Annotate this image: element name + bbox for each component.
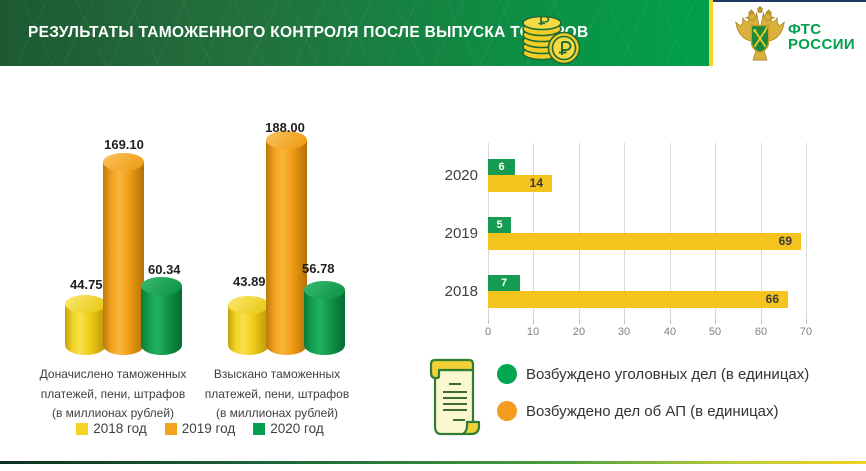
bar-side bbox=[304, 290, 345, 355]
ruble-coins-icon bbox=[522, 15, 581, 64]
fts-logo: ФТС РОССИИ bbox=[734, 6, 864, 64]
bar-side bbox=[141, 286, 182, 355]
legend-item-2018: 2018 год bbox=[76, 421, 147, 436]
category-line: (в миллионах рублей) bbox=[215, 406, 339, 420]
y-category-2018: 2018 bbox=[444, 283, 478, 300]
value-label: 56.78 bbox=[302, 261, 335, 276]
fts-logo-text: ФТС РОССИИ bbox=[788, 22, 855, 52]
category-label-accrued: Доначислено таможенных платежей, пени, ш… bbox=[33, 365, 193, 424]
y-category-2019: 2019 bbox=[444, 225, 478, 242]
value-label: 169.10 bbox=[104, 137, 144, 152]
hbar-criminal-2018: 7 bbox=[488, 275, 520, 291]
bar-2019-collected bbox=[266, 131, 307, 355]
hbar-criminal-2020: 6 bbox=[488, 159, 515, 175]
legend-circle-green bbox=[497, 364, 517, 384]
fts-logo-line1: ФТС bbox=[788, 21, 822, 38]
left-chart-legend: 2018 год 2019 год 2020 год bbox=[20, 421, 380, 436]
fts-logo-line2: РОССИИ bbox=[788, 36, 856, 53]
legend-swatch-2019 bbox=[164, 422, 177, 435]
bar-cap bbox=[141, 277, 182, 295]
bar-2020-collected bbox=[304, 281, 345, 355]
legend-item-2019: 2019 год bbox=[164, 421, 236, 436]
x-tick-label: 60 bbox=[754, 326, 768, 338]
category-line: Взыскано таможенных bbox=[213, 367, 341, 381]
x-tick-label: 10 bbox=[526, 326, 540, 338]
legend-admin-cases: Возбуждено дел об АП (в единицах) bbox=[497, 401, 779, 421]
gridline bbox=[579, 143, 580, 319]
x-tick-label: 0 bbox=[484, 326, 492, 338]
fts-eagle-icon bbox=[735, 6, 785, 61]
bar-value: 5 bbox=[496, 219, 503, 231]
category-line: платежей, пени, штрафов bbox=[204, 386, 350, 401]
gridline bbox=[533, 143, 534, 319]
tick bbox=[806, 319, 807, 324]
legend-item-2020: 2020 год bbox=[253, 421, 324, 436]
category-label-collected: Взыскано таможенных платежей, пени, штра… bbox=[193, 365, 361, 424]
bar-side bbox=[266, 140, 307, 355]
category-line: (в миллионах рублей) bbox=[51, 406, 175, 420]
tick bbox=[579, 319, 580, 324]
legend-label: Возбуждено уголовных дел (в единицах) bbox=[526, 365, 810, 383]
legend-criminal-cases: Возбуждено уголовных дел (в единицах) bbox=[497, 364, 809, 384]
bar-value: 7 bbox=[500, 277, 508, 289]
tick bbox=[761, 319, 762, 324]
hbar-criminal-2019: 5 bbox=[488, 217, 511, 233]
legend-label: 2020 год bbox=[270, 421, 324, 436]
x-tick-label: 20 bbox=[572, 326, 586, 338]
gridline bbox=[806, 143, 807, 319]
footer-gradient-line bbox=[0, 461, 866, 464]
gridline bbox=[624, 143, 625, 319]
x-tick-label: 30 bbox=[617, 326, 631, 338]
category-line: Доначислено таможенных bbox=[39, 367, 187, 381]
y-category-2020: 2020 bbox=[444, 167, 478, 184]
bar-cap bbox=[266, 131, 307, 149]
header-yellow-stripe bbox=[709, 0, 713, 66]
bar-2019-accrued bbox=[103, 153, 144, 355]
legend-label: 2019 год bbox=[181, 421, 236, 436]
bar-side bbox=[103, 162, 144, 355]
bar-cap bbox=[65, 295, 106, 313]
x-tick-label: 40 bbox=[663, 326, 677, 338]
tick bbox=[488, 319, 489, 324]
legend-swatch-2018 bbox=[76, 422, 89, 435]
bar-cap bbox=[103, 153, 144, 171]
tick bbox=[624, 319, 625, 324]
legend-swatch-2020 bbox=[253, 422, 266, 435]
scroll-document-icon bbox=[429, 358, 481, 436]
header-navy-line bbox=[713, 0, 866, 2]
value-label: 43.89 bbox=[233, 274, 266, 289]
bar-cap bbox=[228, 296, 269, 314]
bar-value: 69 bbox=[778, 234, 792, 248]
legend-label: Возбуждено дел об АП (в единицах) bbox=[526, 402, 779, 420]
tick bbox=[670, 319, 671, 324]
header-pattern bbox=[0, 0, 712, 66]
x-tick-label: 50 bbox=[708, 326, 722, 338]
bar-2018-accrued bbox=[65, 295, 106, 355]
page-title: РЕЗУЛЬТАТЫ ТАМОЖЕННОГО КОНТРОЛЯ ПОСЛЕ ВЫ… bbox=[28, 24, 589, 41]
gridline bbox=[715, 143, 716, 319]
tick bbox=[715, 319, 716, 324]
gridline bbox=[761, 143, 762, 319]
bar-cap bbox=[304, 281, 345, 299]
gridline bbox=[670, 143, 671, 319]
hbar-admin-2019: 69 bbox=[488, 233, 801, 250]
bar-value: 66 bbox=[765, 292, 779, 306]
category-line: платежей, пени, штрафов bbox=[40, 386, 186, 401]
value-label: 188.00 bbox=[265, 120, 305, 135]
value-label: 44.75 bbox=[70, 277, 103, 292]
x-tick-label: 70 bbox=[799, 326, 813, 338]
legend-circle-orange bbox=[497, 401, 517, 421]
bar-2018-collected bbox=[228, 296, 269, 355]
bar-2020-accrued bbox=[141, 277, 182, 355]
tick bbox=[533, 319, 534, 324]
hbar-admin-2020: 14 bbox=[488, 175, 552, 192]
bar-value: 6 bbox=[498, 161, 505, 173]
hbar-admin-2018: 66 bbox=[488, 291, 788, 308]
bar-value: 14 bbox=[529, 176, 543, 190]
header-bar: РЕЗУЛЬТАТЫ ТАМОЖЕННОГО КОНТРОЛЯ ПОСЛЕ ВЫ… bbox=[0, 0, 712, 66]
legend-label: 2018 год bbox=[93, 421, 147, 436]
value-label: 60.34 bbox=[148, 262, 181, 277]
